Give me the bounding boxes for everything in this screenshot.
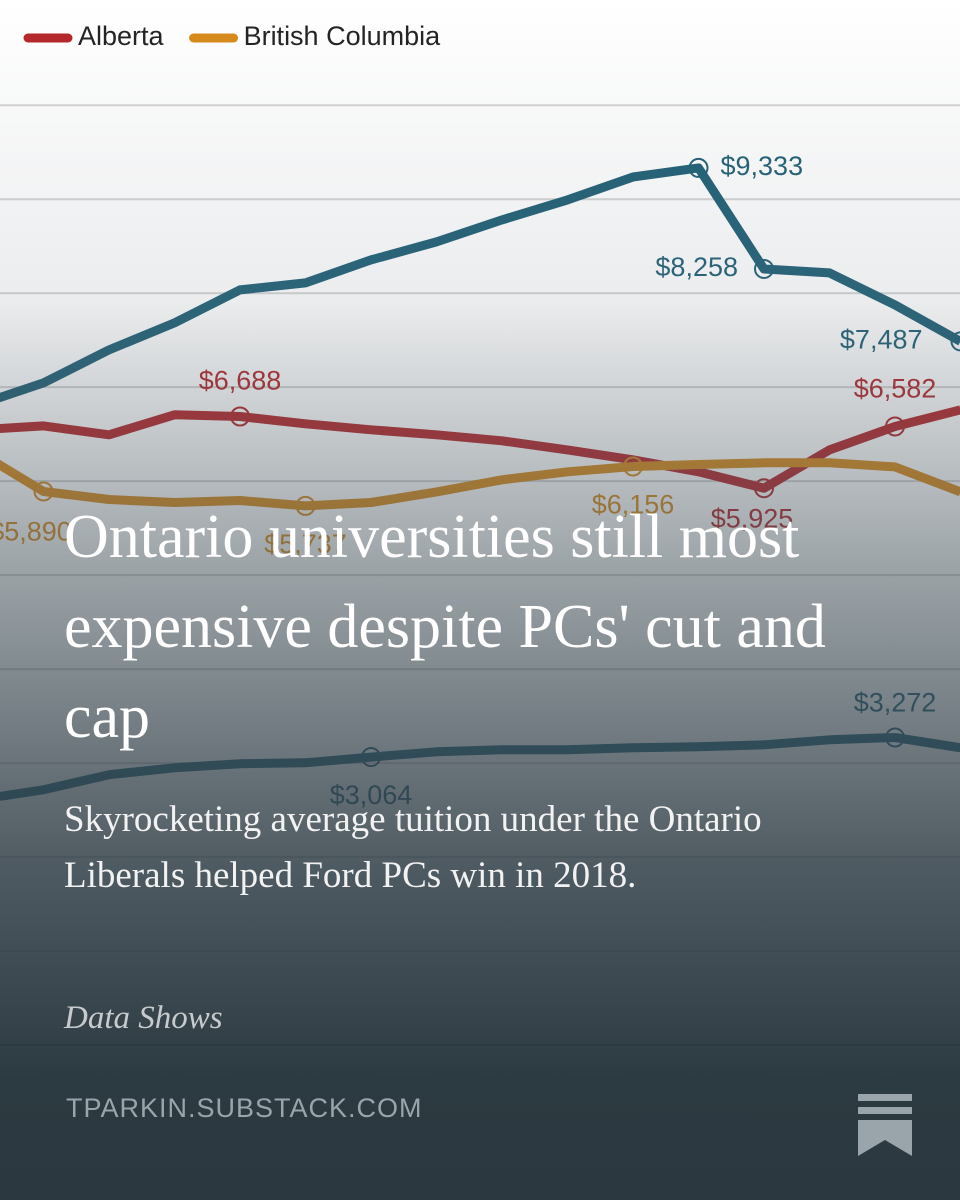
substack-logo bbox=[858, 1094, 912, 1156]
subtitle: Skyrocketing average tuition under the O… bbox=[64, 799, 762, 896]
site: TPARKIN.SUBSTACK.COM bbox=[66, 1093, 423, 1123]
author: Data Shows bbox=[64, 1000, 223, 1036]
headline: Ontario universities still most expensiv… bbox=[64, 503, 826, 751]
